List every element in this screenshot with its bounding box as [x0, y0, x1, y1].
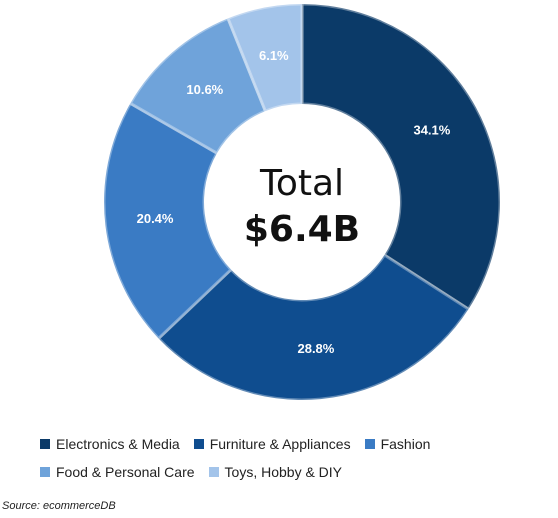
- slice-labels: 34.1% 28.8% 20.4% 10.6% 6.1%: [137, 48, 451, 356]
- legend-label-electronics-media: Electronics & Media: [56, 436, 180, 452]
- legend-swatch-food-personal-care: [40, 467, 50, 477]
- legend-item-furniture-appliances: Furniture & Appliances: [193, 436, 351, 452]
- center-total-label: Total: [259, 163, 344, 204]
- slice-value-label-electronics-media: 34.1%: [413, 123, 450, 138]
- legend-swatch-toys-hobby-diy: [208, 467, 219, 477]
- slice-value-label-fashion: 20.4%: [137, 211, 174, 226]
- legend-swatch-electronics-media: [40, 439, 50, 449]
- legend-item-fashion: Fashion: [364, 436, 431, 452]
- donut-chart: 34.1% 28.8% 20.4% 10.6% 6.1% Total $6.4B: [102, 2, 502, 402]
- legend-label-furniture-appliances: Furniture & Appliances: [209, 436, 351, 452]
- legend-label-food-personal-care: Food & Personal Care: [56, 464, 195, 480]
- donut-slice-electronics-media: [300, 2, 502, 312]
- legend-swatch-furniture-appliances: [193, 439, 204, 449]
- legend-label-toys-hobby-diy: Toys, Hobby & DIY: [224, 464, 343, 480]
- legend-item-food-personal-care: Food & Personal Care: [40, 464, 195, 480]
- legend-item-electronics-media: Electronics & Media: [40, 436, 180, 452]
- legend-row-2: Food & Personal Care Toys, Hobby & DIY: [40, 458, 550, 486]
- donut-slice-toys-hobby-diy: [226, 2, 304, 114]
- chart-legend: Electronics & Media Furniture & Applianc…: [40, 430, 550, 486]
- donut-slice-furniture-appliances: [156, 252, 471, 402]
- donut-slices: [102, 2, 502, 402]
- legend-label-fashion: Fashion: [380, 436, 431, 452]
- center-total-value: $6.4B: [244, 209, 360, 250]
- slice-value-label-furniture-appliances: 28.8%: [297, 341, 334, 356]
- source-note: Source: ecommerceDB: [2, 500, 116, 512]
- donut-slice-fashion: [102, 101, 234, 341]
- legend-row-1: Electronics & Media Furniture & Applianc…: [40, 430, 550, 458]
- legend-item-toys-hobby-diy: Toys, Hobby & DIY: [208, 464, 343, 480]
- slice-value-label-toys-hobby-diy: 6.1%: [259, 48, 289, 63]
- slice-value-label-food-personal-care: 10.6%: [186, 82, 223, 97]
- legend-swatch-fashion: [364, 439, 375, 449]
- donut-slice-food-personal-care: [128, 16, 268, 156]
